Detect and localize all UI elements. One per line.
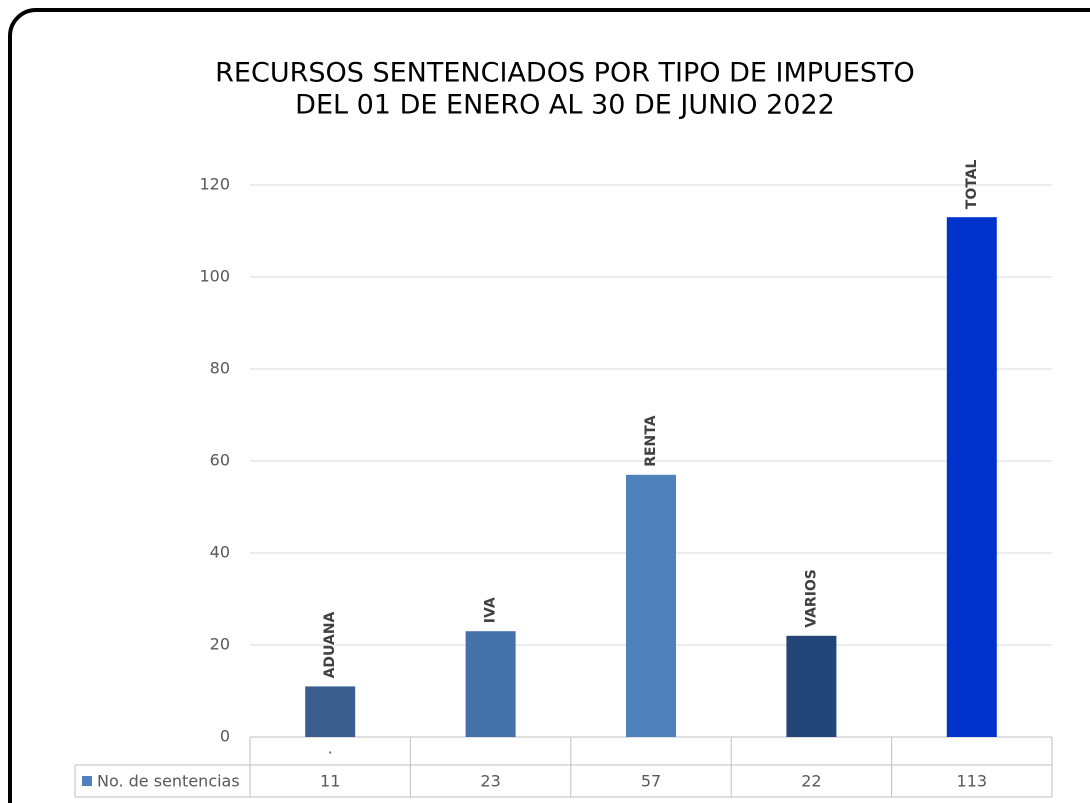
y-tick-label: 100 bbox=[199, 267, 230, 286]
table-value: 113 bbox=[957, 772, 988, 791]
y-tick-label: 0 bbox=[220, 727, 230, 746]
table-value: 11 bbox=[320, 772, 340, 791]
bar bbox=[786, 635, 837, 737]
y-tick-label: 60 bbox=[210, 451, 230, 470]
data-label: TOTAL bbox=[964, 159, 980, 209]
chart-title: DEL 01 DE ENERO AL 30 DE JUNIO 2022 bbox=[295, 90, 835, 121]
x-tick-label: . bbox=[328, 739, 333, 758]
legend-swatch bbox=[82, 776, 92, 786]
bar bbox=[305, 686, 356, 737]
table-value: 57 bbox=[641, 772, 661, 791]
data-label: ADUANA bbox=[322, 611, 338, 678]
y-tick-label: 80 bbox=[210, 359, 230, 378]
data-label: VARIOS bbox=[803, 569, 819, 628]
table-value: 22 bbox=[801, 772, 821, 791]
frame bbox=[8, 8, 1090, 803]
bar bbox=[626, 474, 676, 737]
data-label: IVA bbox=[483, 597, 499, 623]
data-label: RENTA bbox=[643, 415, 659, 467]
y-tick-label: 120 bbox=[199, 175, 230, 194]
legend-label: No. de sentencias bbox=[97, 772, 240, 791]
y-tick-label: 40 bbox=[210, 543, 230, 562]
chart-title: RECURSOS SENTENCIADOS POR TIPO DE IMPUES… bbox=[215, 58, 915, 89]
table-value: 23 bbox=[480, 772, 500, 791]
bar bbox=[946, 217, 997, 737]
bar bbox=[465, 631, 516, 737]
y-tick-label: 20 bbox=[210, 635, 230, 654]
